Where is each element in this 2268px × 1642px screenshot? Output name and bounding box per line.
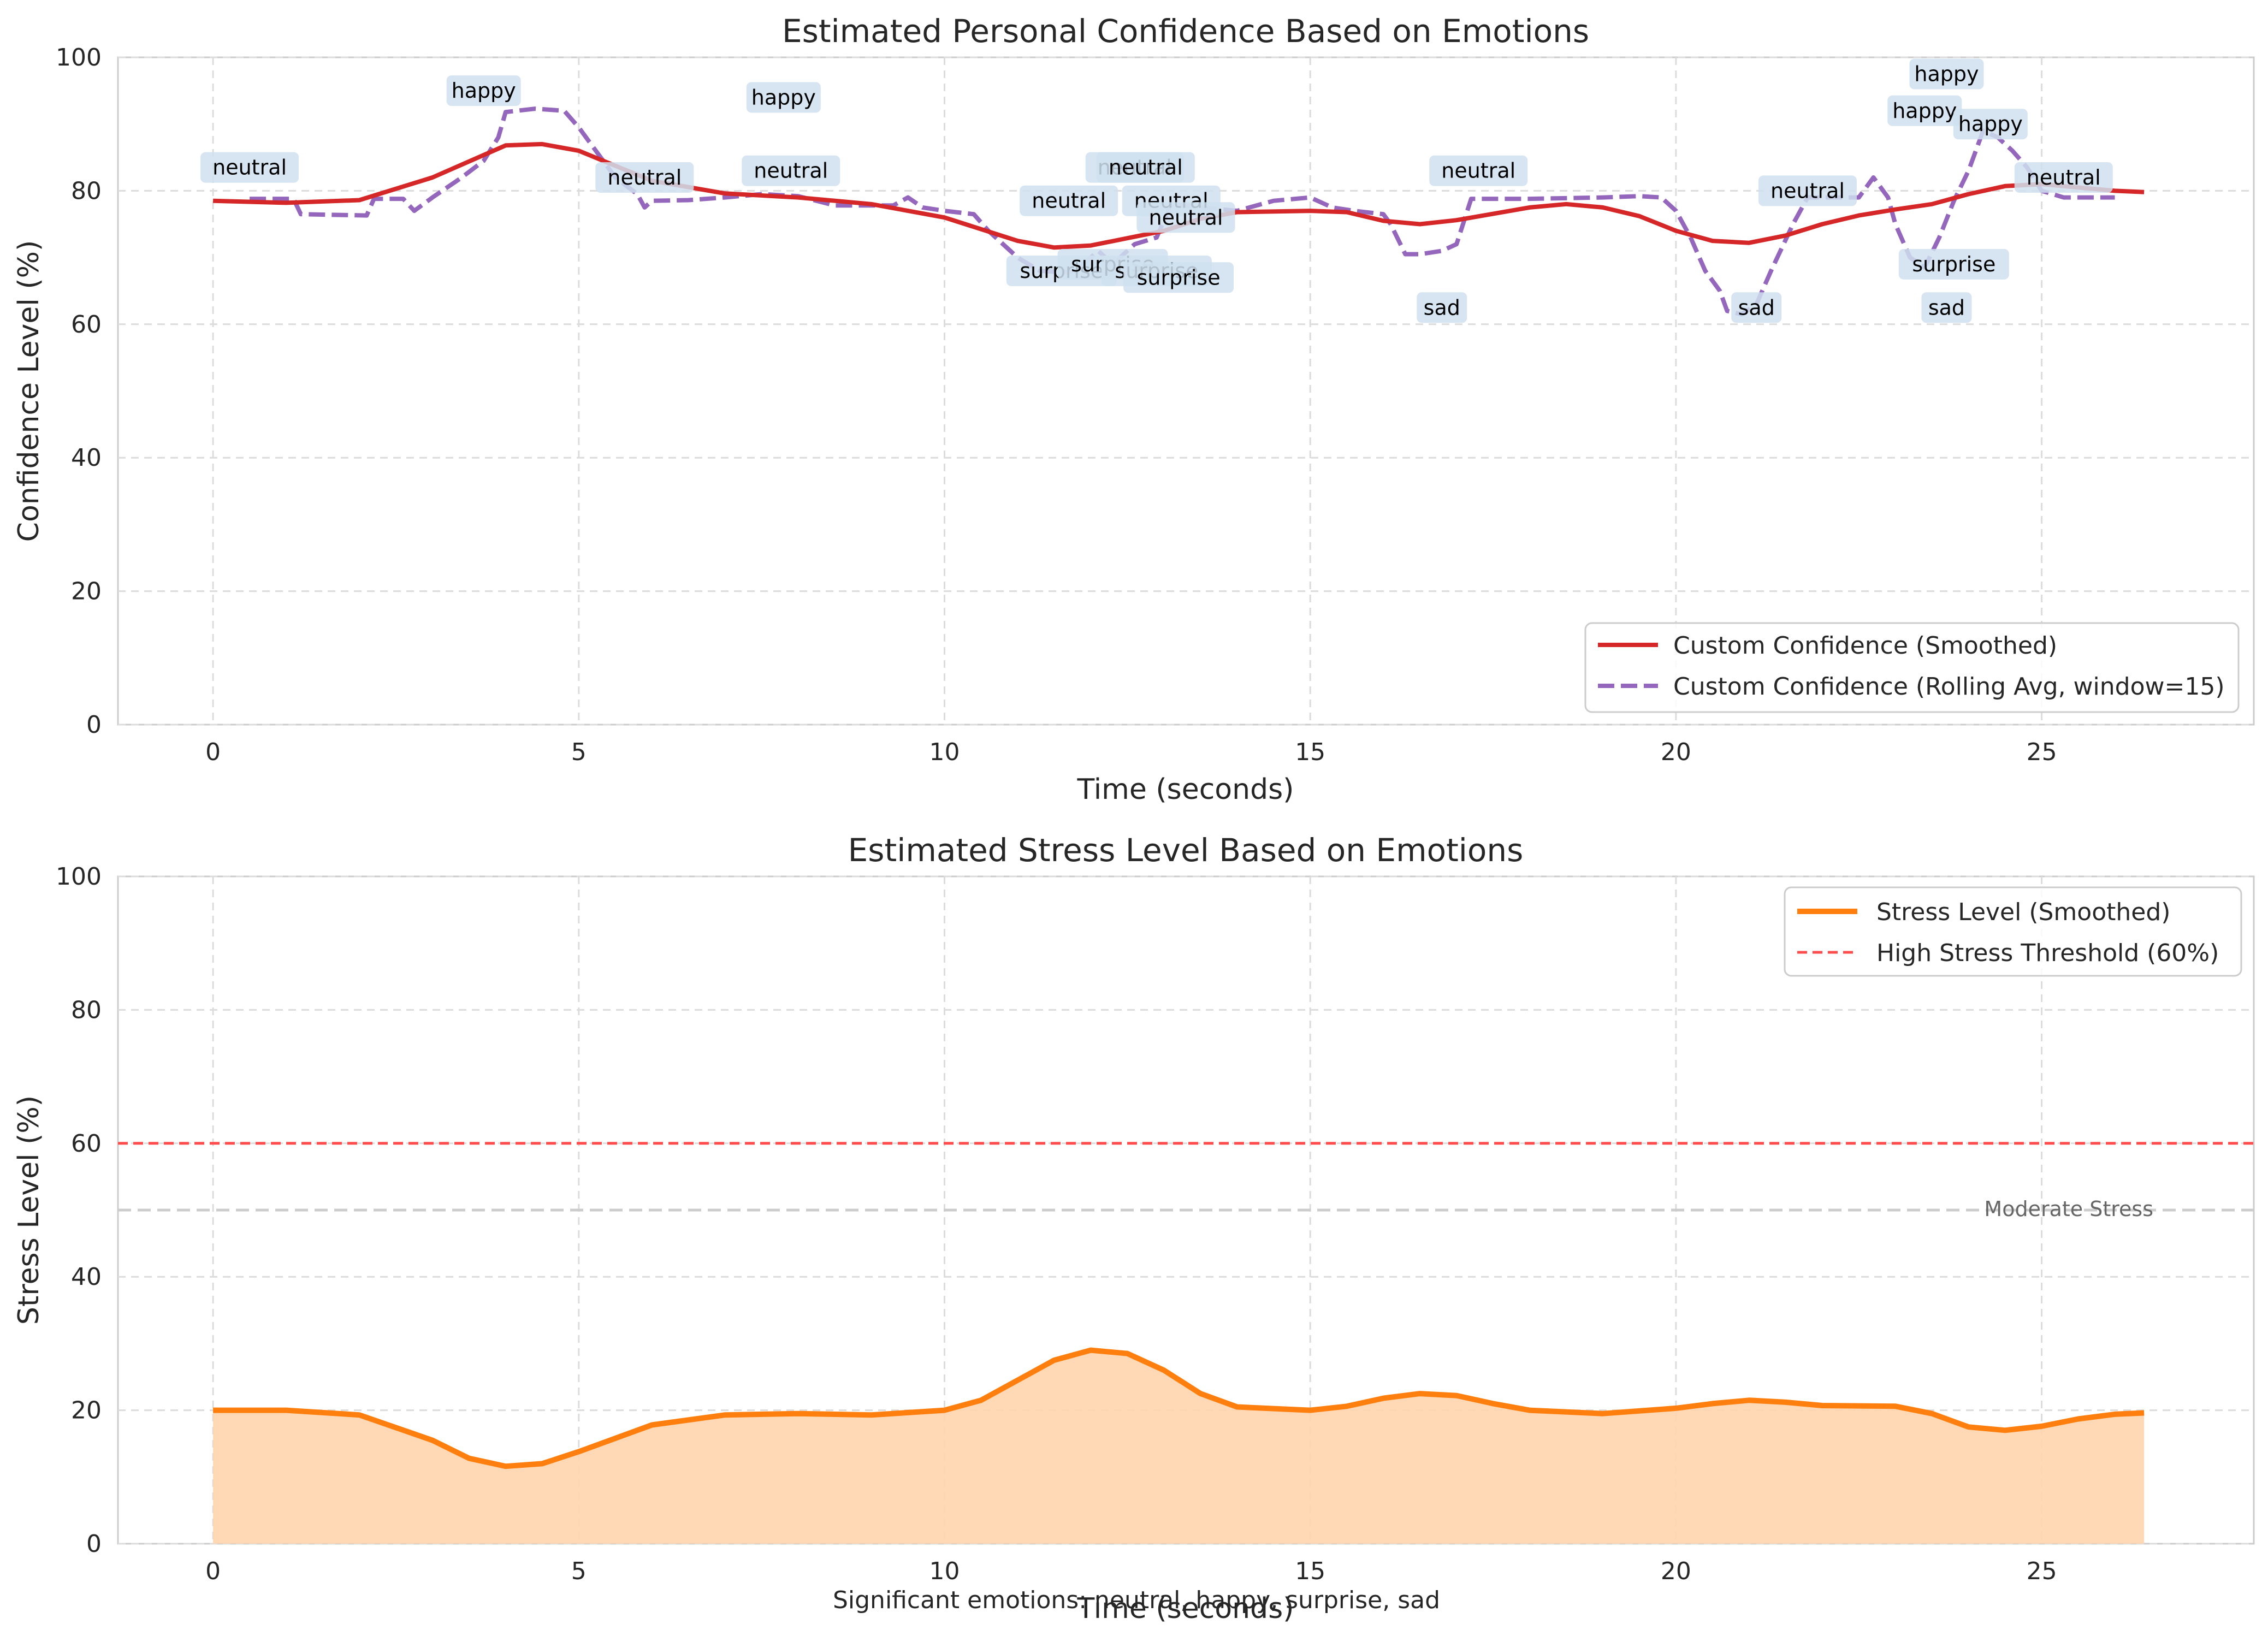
emotion-label-box: [1429, 155, 1528, 186]
emotion-label-box: [1909, 58, 1984, 90]
emotion-label-text: happy: [1892, 99, 1957, 123]
emotion-label-text: happy: [452, 79, 516, 103]
stress-y-tick-label: 40: [71, 1263, 102, 1291]
confidence-y-tick-label: 0: [86, 711, 102, 739]
confidence-y-tick-label: 60: [71, 311, 102, 339]
emotion-label-box: [595, 162, 694, 193]
legend-threshold-label: High Stress Threshold (60%): [1876, 939, 2219, 967]
emotion-label-box: [1020, 185, 1118, 216]
legend-rolling-avg-label: Custom Confidence (Rolling Avg, window=1…: [1673, 673, 2225, 701]
confidence-x-tick-label: 20: [1661, 738, 1691, 766]
confidence-y-axis-label: Confidence Level (%): [13, 240, 45, 542]
emotion-label-box: [1921, 292, 1972, 323]
confidence-x-tick-label: 15: [1295, 738, 1325, 766]
stress-y-tick-label: 100: [56, 863, 102, 891]
stress-line: [213, 1347, 2145, 1469]
legend-smoothed-confidence-label: Custom Confidence (Smoothed): [1673, 632, 2057, 660]
emotion-label-box: [200, 152, 299, 183]
emotion-label-text: neutral: [1032, 189, 1106, 213]
emotion-label-box: [1123, 262, 1234, 293]
stress-chart: 0 5 10 15 20 25 0 20 40 60 80 100 Moderate Stress E…: [13, 832, 2255, 1625]
emotion-label-box: [1758, 175, 1857, 206]
emotion-label-text: sad: [1738, 295, 1775, 319]
emotion-label-text: happy: [751, 85, 816, 109]
emotion-label-box: [1096, 152, 1195, 183]
confidence-y-tick-label: 40: [71, 444, 102, 472]
confidence-emotion-labels: neutralhappyneutralhappyneutralneutralne…: [200, 58, 2113, 323]
stress-y-axis-label: Stress Level (%): [13, 1095, 45, 1325]
emotion-label-text: neutral: [1441, 159, 1515, 183]
stress-moderate-label: Moderate Stress: [1984, 1197, 2153, 1221]
stress-x-tick-label: 25: [2027, 1557, 2057, 1585]
stress-area-fill: [213, 1350, 2145, 1544]
stress-x-axis-label: Time (seconds): [1077, 1592, 1294, 1625]
emotion-label-text: neutral: [1149, 205, 1223, 229]
stress-y-tick-label: 60: [71, 1130, 102, 1158]
stress-ticks: 0 5 10 15 20 25 0 20 40 60 80 100: [56, 863, 2057, 1585]
confidence-chart-title: Estimated Personal Confidence Based on E…: [782, 13, 1589, 50]
stress-legend: Stress Level (Smoothed) High Stress Thre…: [1784, 886, 2242, 977]
emotion-label-text: neutral: [1109, 156, 1183, 180]
confidence-chart: 0 5 10 15 20 25 0 20 40 60 80 100 neutral happy neutr…: [13, 13, 2255, 806]
emotion-label-text: neutral: [754, 159, 828, 183]
confidence-x-tick-label: 25: [2027, 738, 2057, 766]
stress-x-tick-label: 15: [1295, 1557, 1325, 1585]
emotion-label-box: [1417, 292, 1467, 323]
confidence-legend-box: [1584, 622, 2240, 713]
emotion-label-text: neutral: [2027, 165, 2101, 189]
emotion-label-box: [1953, 109, 2028, 140]
stress-y-tick-label: 0: [86, 1530, 102, 1558]
confidence-x-tick-label: 5: [571, 738, 587, 766]
emotion-label-box: [742, 155, 840, 186]
stress-series: [118, 1142, 2254, 1544]
stress-y-tick-label: 20: [71, 1397, 102, 1425]
stress-x-tick-label: 20: [1661, 1557, 1691, 1585]
confidence-y-tick-label: 100: [56, 44, 102, 72]
emotion-label-text: neutral: [1770, 179, 1845, 203]
stress-x-tick-label: 0: [205, 1557, 221, 1585]
emotion-label-text: surprise: [1137, 265, 1221, 289]
stress-x-tick-label: 10: [929, 1557, 960, 1585]
emotion-label-text: happy: [1958, 112, 2023, 136]
emotion-label-text: neutral: [212, 156, 287, 180]
confidence-y-tick-label: 80: [71, 177, 102, 205]
rolling-avg-confidence-line: [250, 106, 2115, 317]
emotion-label-box: [1731, 292, 1782, 323]
stress-y-tick-label: 80: [71, 996, 102, 1024]
significant-emotions-caption: Significant emotions: neutral, happy, su…: [833, 1586, 1440, 1614]
confidence-legend: Custom Confidence (Smoothed) Custom Conf…: [1584, 622, 2240, 713]
emotion-label-text: surprise: [1912, 252, 1995, 276]
emotion-label-text: sad: [1424, 295, 1460, 319]
confidence-x-tick-label: 10: [929, 738, 960, 766]
emotion-label-text: sad: [1928, 295, 1965, 319]
emotion-label-box: [446, 75, 521, 106]
emotion-label-box: [1898, 248, 2009, 280]
stress-chart-title: Estimated Stress Level Based on Emotions: [848, 832, 1524, 869]
confidence-ticks: 0 5 10 15 20 25 0 20 40 60 80 100: [56, 44, 2057, 766]
emotion-label-text: happy: [1914, 62, 1979, 86]
emotion-label-box: [1887, 95, 1962, 126]
stress-x-tick-label: 5: [571, 1557, 587, 1585]
stress-legend-box: [1784, 886, 2242, 977]
emotion-label-box: [1136, 202, 1235, 233]
emotion-label-box: [2014, 162, 2113, 193]
emotion-label-box: [746, 82, 821, 113]
confidence-x-axis-label: Time (seconds): [1077, 773, 1294, 806]
emotion-label-text: neutral: [607, 165, 682, 189]
legend-stress-label: Stress Level (Smoothed): [1876, 898, 2170, 926]
confidence-y-tick-label: 20: [71, 578, 102, 606]
confidence-x-tick-label: 0: [205, 738, 221, 766]
